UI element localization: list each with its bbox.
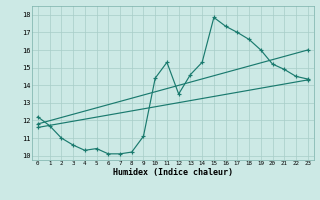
X-axis label: Humidex (Indice chaleur): Humidex (Indice chaleur) [113, 168, 233, 177]
